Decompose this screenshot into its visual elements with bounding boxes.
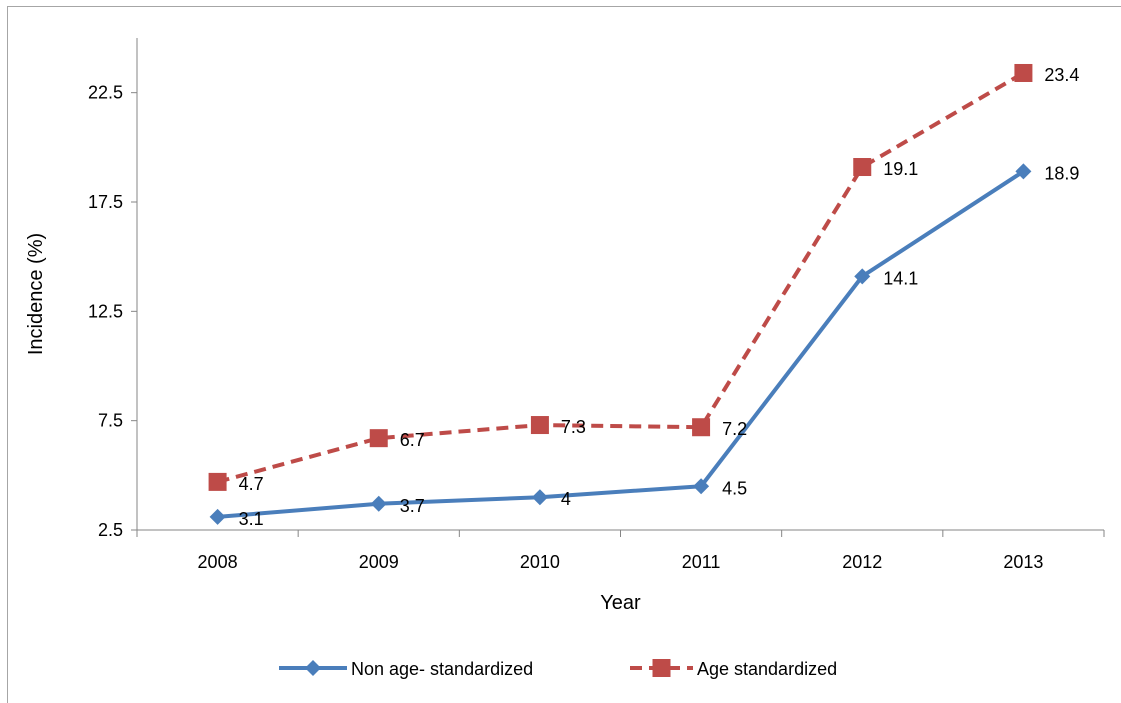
data-label: 23.4 xyxy=(1044,65,1079,85)
series-2-point xyxy=(208,472,227,491)
y-tick-label: 2.5 xyxy=(98,520,123,540)
series-2-point xyxy=(530,416,549,435)
data-label: 19.1 xyxy=(883,159,918,179)
series-2-point xyxy=(853,158,872,177)
series-2-point xyxy=(1014,63,1033,82)
x-tick-label: 2013 xyxy=(1003,552,1043,572)
series-1-point xyxy=(370,495,387,512)
data-label: 4.7 xyxy=(239,474,264,494)
data-label: 3.1 xyxy=(239,509,264,529)
x-axis-title: Year xyxy=(600,592,641,614)
data-label: 7.3 xyxy=(561,417,586,437)
series-1-point xyxy=(1015,163,1032,180)
series-1-point xyxy=(693,478,710,495)
legend-marker-2 xyxy=(652,659,671,677)
series-1-point xyxy=(209,508,226,525)
series-line-1 xyxy=(217,169,1025,519)
data-label: 4.5 xyxy=(722,478,747,498)
data-label: 3.7 xyxy=(400,496,425,516)
series-2-point xyxy=(692,418,711,437)
legend-label-1: Non age- standardized xyxy=(351,659,533,679)
x-tick-label: 2011 xyxy=(682,552,721,572)
y-tick-label: 22.5 xyxy=(88,83,123,103)
data-label: 14.1 xyxy=(883,268,918,288)
series-1-point xyxy=(854,268,871,285)
series-1-point xyxy=(531,489,548,506)
data-label: 4 xyxy=(561,489,571,509)
x-tick-label: 2010 xyxy=(520,552,560,572)
y-axis-title: Incidence (%) xyxy=(25,233,47,355)
data-label: 7.2 xyxy=(722,419,747,439)
series-2-point xyxy=(369,429,388,448)
y-tick-label: 17.5 xyxy=(88,192,123,212)
legend-marker-1 xyxy=(305,660,321,676)
legend-label-2: Age standardized xyxy=(697,659,837,679)
y-tick-label: 12.5 xyxy=(88,301,123,321)
series-line-2 xyxy=(217,71,1025,484)
y-tick-label: 7.5 xyxy=(98,411,123,431)
data-label: 6.7 xyxy=(400,430,425,450)
x-tick-label: 2008 xyxy=(198,552,238,572)
x-tick-label: 2012 xyxy=(842,552,882,572)
data-label: 18.9 xyxy=(1044,163,1079,183)
chart-frame xyxy=(7,6,1121,703)
x-tick-label: 2009 xyxy=(359,552,399,572)
